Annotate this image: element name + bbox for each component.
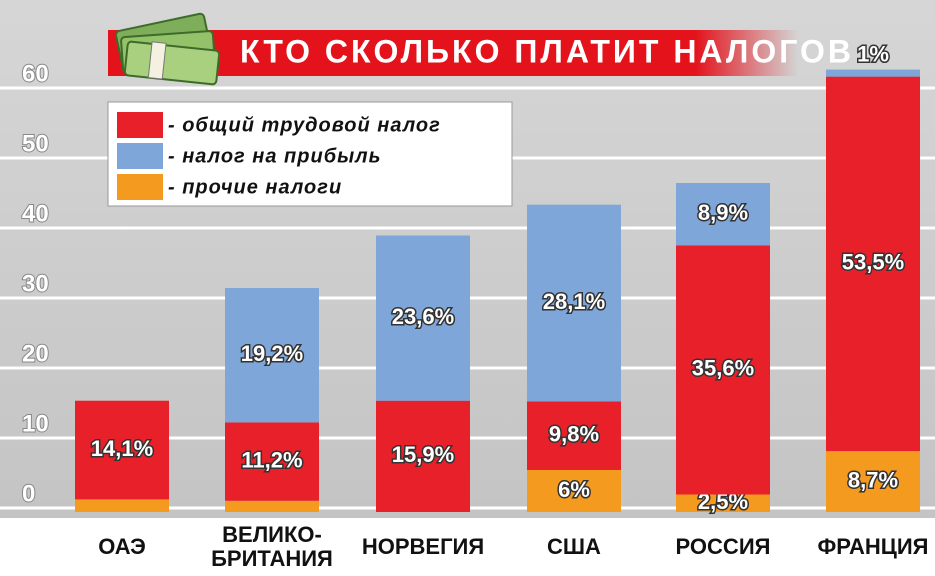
x-tick-label: РОССИЯ — [676, 534, 771, 559]
y-tick-label: 60 — [22, 60, 49, 87]
value-label: 19,2% — [241, 341, 303, 366]
value-label: 35,6% — [692, 356, 754, 381]
y-tick-label: 0 — [22, 480, 35, 507]
legend-label: - налог на прибыль — [168, 145, 381, 167]
legend-swatch — [117, 112, 163, 138]
x-tick-label: ФРАНЦИЯ — [818, 534, 929, 559]
value-label: 6% — [558, 477, 590, 502]
bar-segment — [826, 70, 920, 77]
x-tick-label: НОРВЕГИЯ — [362, 534, 484, 559]
value-label: 11,2% — [241, 447, 302, 472]
y-tick-label: 50 — [22, 130, 49, 157]
value-label: 1% — [857, 41, 889, 66]
x-tick-label: ВЕЛИКО-БРИТАНИЯ — [211, 522, 333, 571]
value-label: 23,6% — [392, 304, 454, 329]
legend-swatch — [117, 143, 163, 169]
x-tick-label: США — [547, 534, 601, 559]
x-tick-label: ОАЭ — [98, 534, 146, 559]
value-label: 8,7% — [848, 467, 898, 492]
y-tick-label: 10 — [22, 410, 49, 437]
bar-segment — [75, 499, 169, 512]
chart-title: КТО СКОЛЬКО ПЛАТИТ НАЛОГОВ — [240, 33, 854, 69]
y-tick-label: 40 — [22, 200, 49, 227]
legend-label: - прочие налоги — [168, 176, 342, 198]
bar-segment — [225, 501, 319, 512]
value-label: 8,9% — [698, 200, 748, 225]
legend-label: - общий трудовой налог — [168, 114, 441, 136]
value-label: 9,8% — [549, 422, 599, 447]
y-tick-label: 20 — [22, 340, 49, 367]
value-label: 15,9% — [392, 442, 454, 467]
chart: 0 10 20 30 40 50 60 КТО СКОЛЬКО ПЛАТИТ НАЛОГОВ… — [0, 0, 935, 576]
value-label: 53,5% — [842, 250, 904, 275]
value-label: 14,1% — [91, 436, 153, 461]
value-label: 28,1% — [543, 289, 605, 314]
y-tick-label: 30 — [22, 270, 49, 297]
legend-swatch — [117, 174, 163, 200]
